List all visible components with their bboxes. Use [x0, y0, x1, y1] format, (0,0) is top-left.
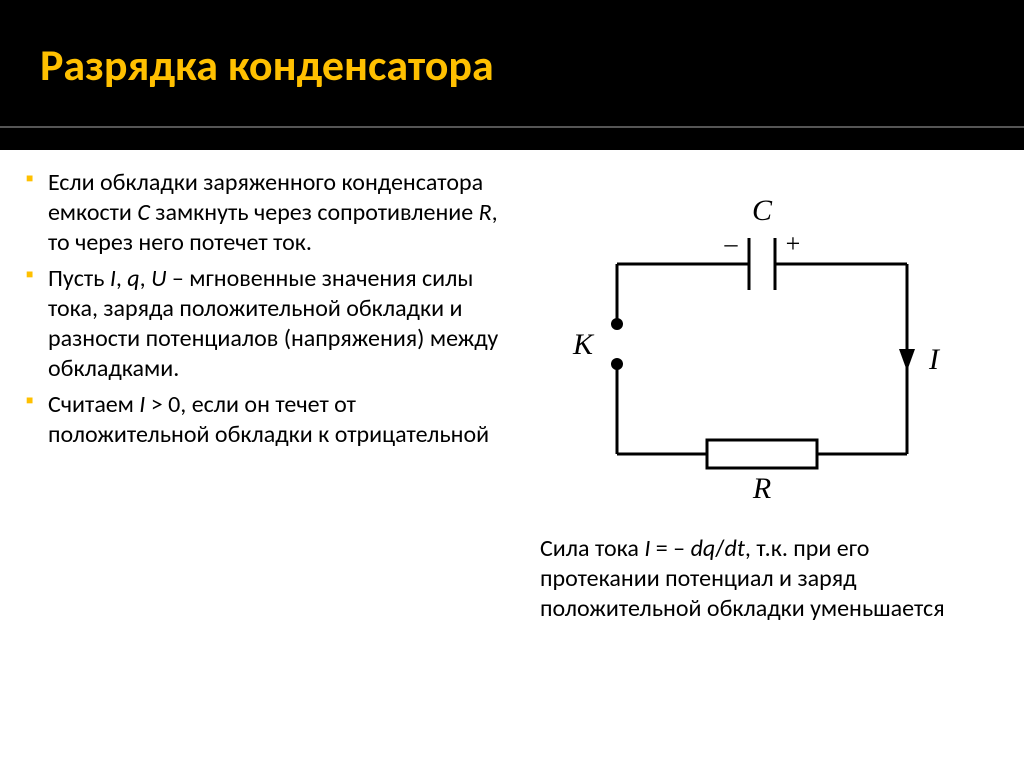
- svg-text:K: K: [572, 328, 595, 361]
- list-item: Считаем I > 0, если он течет от положите…: [20, 390, 520, 450]
- svg-text:+: +: [786, 229, 801, 258]
- svg-text:–: –: [724, 229, 739, 258]
- figure-column: C– + K I R Сила тока I = – dq/dt, т.к. при е…: [530, 168, 994, 758]
- list-item: Если обкладки заряженного конденсатора е…: [20, 168, 520, 258]
- bullet-list-column: Если обкладки заряженного конденсатора е…: [20, 168, 520, 758]
- bullet-list: Если обкладки заряженного конденсатора е…: [20, 168, 520, 450]
- title-underline: [0, 126, 1024, 128]
- slide-title: Разрядка конденсатора: [40, 38, 994, 92]
- title-band: Разрядка конденсатора: [0, 0, 1024, 150]
- list-item: Пусть I, q, U – мгновенные значения силы…: [20, 264, 520, 384]
- svg-text:R: R: [752, 472, 771, 505]
- figure-caption: Сила тока I = – dq/dt, т.к. при его прот…: [530, 534, 994, 624]
- slide-body: Если обкладки заряженного конденсатора е…: [0, 150, 1024, 768]
- circuit-svg: C– + K I R: [547, 174, 977, 514]
- svg-text:C: C: [752, 194, 773, 227]
- circuit-diagram: C– + K I R: [547, 174, 977, 514]
- svg-text:I: I: [928, 343, 941, 376]
